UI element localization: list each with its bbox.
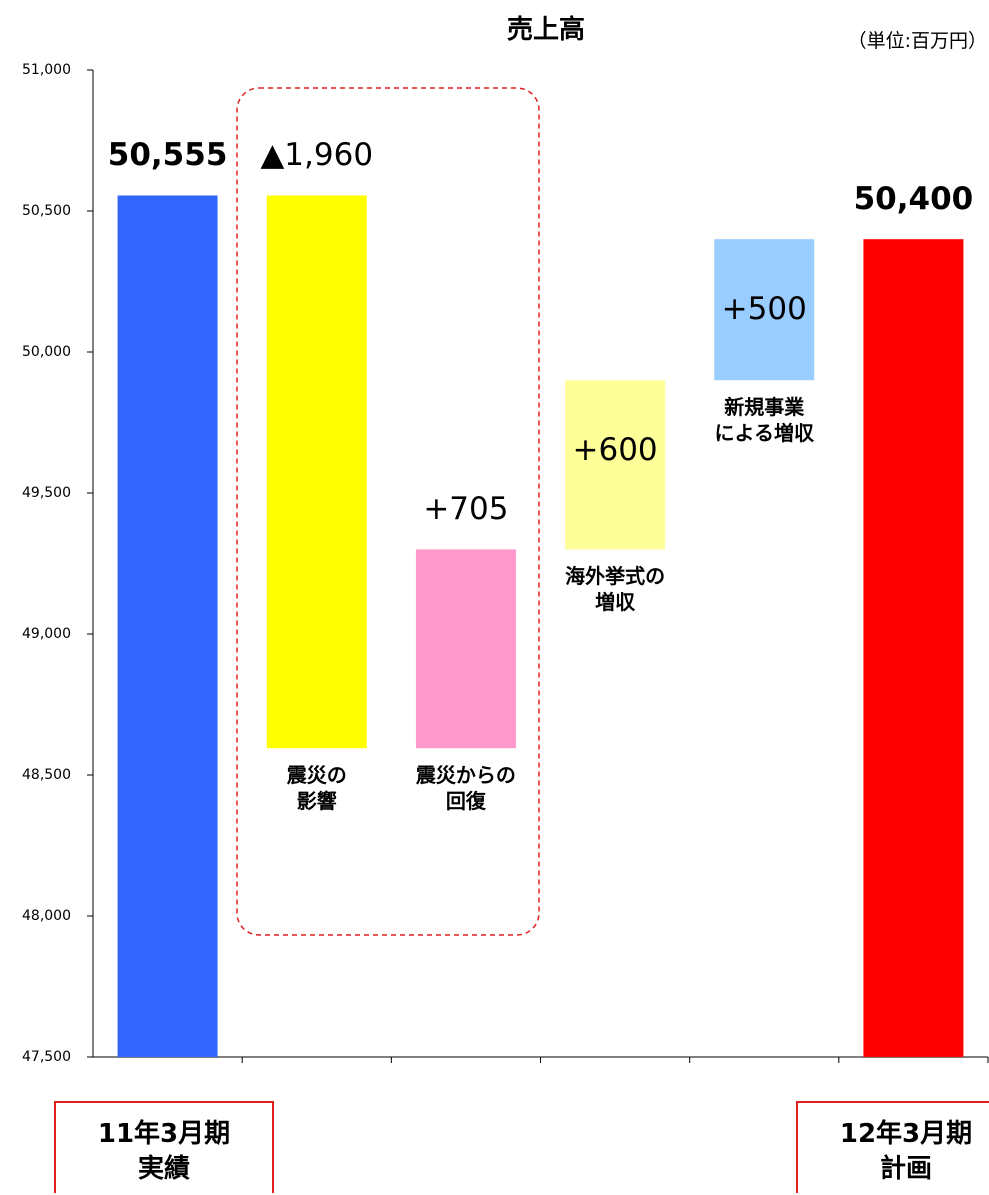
category-label: 震災の 影響 [286, 763, 347, 814]
y-tick-label: 50,000 [22, 344, 71, 360]
y-tick-label: 49,000 [22, 626, 71, 642]
value-label: 50,400 [853, 181, 974, 218]
bar [863, 239, 964, 1057]
chart-title: 売上高 [506, 15, 586, 45]
y-tick-label: 51,000 [22, 62, 71, 78]
y-tick-label: 47,500 [22, 1049, 71, 1065]
highlight-box [236, 87, 540, 936]
y-tick-label: 50,500 [22, 203, 71, 219]
category-box: 12年3月期 計画 [796, 1101, 989, 1193]
value-label: +500 [721, 291, 807, 328]
y-tick-label: 48,000 [22, 908, 71, 924]
y-tick-label: 48,500 [22, 767, 71, 783]
bar [565, 380, 666, 550]
value-label: +705 [423, 491, 509, 528]
unit-label: （単位:百万円） [847, 30, 987, 52]
category-label: 震災からの 回復 [415, 763, 516, 814]
bar [266, 195, 367, 749]
category-label: 海外挙式の 増収 [565, 564, 666, 615]
bar [415, 549, 516, 749]
category-box: 11年3月期 実績 [54, 1101, 274, 1193]
value-label: ▲1,960 [260, 137, 374, 174]
value-label: 50,555 [107, 137, 228, 174]
bar [714, 239, 815, 381]
value-label: +600 [572, 432, 658, 469]
y-tick-label: 49,500 [22, 485, 71, 501]
bar [117, 195, 218, 1058]
category-label: 新規事業 による増収 [714, 395, 814, 446]
